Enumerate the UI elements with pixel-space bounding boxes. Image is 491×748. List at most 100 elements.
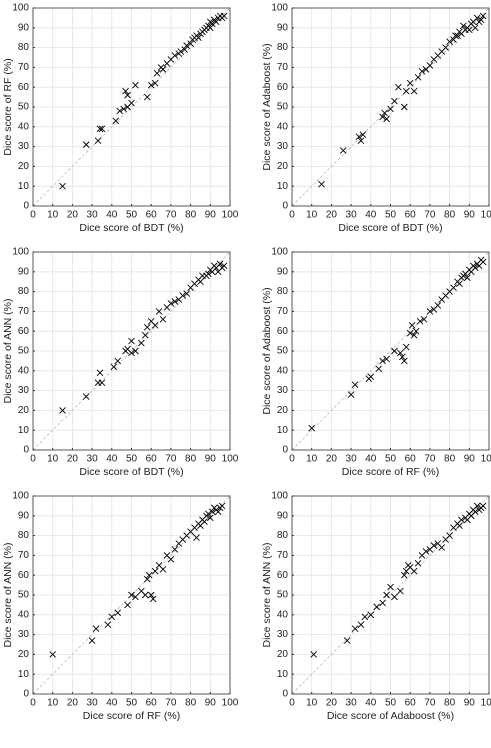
- marker: [416, 317, 424, 325]
- marker: [450, 284, 457, 291]
- marker: [373, 603, 381, 611]
- x-tick-label: 30: [346, 210, 358, 221]
- x-tick-label: 90: [464, 454, 476, 465]
- x-axis-label: Dice score of RF (%): [83, 710, 180, 722]
- x-tick-label: 30: [346, 454, 358, 465]
- marker: [179, 292, 187, 299]
- marker: [96, 125, 104, 133]
- marker: [143, 93, 151, 101]
- x-tick-label: 70: [424, 210, 436, 221]
- marker: [114, 357, 122, 365]
- marker: [402, 343, 410, 351]
- marker: [151, 79, 159, 87]
- marker: [387, 583, 394, 591]
- x-tick-label: 60: [405, 210, 417, 221]
- marker: [446, 532, 453, 539]
- x-tick-label: 40: [106, 698, 118, 709]
- y-tick-label: 20: [18, 405, 30, 416]
- y-tick-label: 70: [18, 550, 30, 561]
- marker: [96, 369, 104, 377]
- reference-line: [32, 7, 231, 207]
- y-tick-label: 80: [18, 286, 30, 297]
- y-tick-label: 90: [18, 266, 30, 277]
- y-tick-label: 40: [18, 609, 30, 620]
- marker: [143, 575, 151, 583]
- marker: [402, 87, 410, 95]
- y-tick-label: 40: [277, 121, 289, 132]
- y-axis-label: Dice score of RF (%): [2, 58, 14, 155]
- y-tick-label: 90: [18, 22, 30, 33]
- marker: [155, 308, 163, 315]
- y-tick-label: 40: [18, 121, 30, 132]
- marker: [397, 587, 404, 595]
- y-tick-label: 80: [18, 42, 30, 53]
- y-axis-label: Dice score of ANN (%): [261, 542, 273, 647]
- marker: [410, 331, 418, 339]
- x-tick-label: 20: [326, 454, 338, 465]
- y-tick-label: 30: [18, 141, 30, 152]
- marker: [414, 73, 422, 81]
- marker: [438, 544, 446, 551]
- x-tick-label: 40: [106, 454, 118, 465]
- marker: [347, 391, 355, 398]
- marker: [479, 12, 487, 20]
- y-tick-label: 30: [277, 385, 289, 396]
- marker: [379, 599, 386, 607]
- x-tick-label: 80: [185, 454, 197, 465]
- y-tick-label: 0: [23, 445, 29, 456]
- y-tick-label: 40: [18, 365, 30, 376]
- y-tick-label: 30: [18, 385, 30, 396]
- marker: [479, 258, 487, 266]
- marker: [151, 321, 159, 329]
- marker: [414, 560, 422, 567]
- marker: [410, 567, 418, 575]
- marker: [177, 48, 185, 55]
- y-tick-label: 90: [277, 266, 289, 277]
- y-tick-label: 70: [18, 62, 30, 73]
- plot-frame: [32, 7, 231, 207]
- marker: [471, 508, 479, 516]
- reference-line: [32, 495, 231, 695]
- marker: [171, 546, 179, 553]
- marker: [104, 621, 112, 629]
- plot-frame: [32, 495, 231, 695]
- marker: [471, 24, 479, 32]
- marker: [149, 595, 157, 603]
- marker: [473, 502, 481, 510]
- y-tick-label: 0: [282, 201, 288, 212]
- marker: [147, 81, 155, 89]
- y-tick-label: 0: [23, 689, 29, 700]
- y-tick-label: 70: [277, 550, 289, 561]
- marker: [94, 379, 102, 386]
- marker: [159, 66, 167, 73]
- x-tick-label: 20: [326, 698, 338, 709]
- marker: [132, 593, 139, 601]
- y-tick-label: 10: [277, 181, 289, 192]
- x-tick-label: 0: [30, 698, 36, 709]
- marker: [218, 502, 226, 510]
- x-axis-label: Dice score of RF (%): [342, 466, 439, 478]
- x-tick-label: 30: [87, 698, 99, 709]
- x-axis-label: Dice score of Adaboost (%): [327, 710, 454, 722]
- y-tick-label: 30: [18, 629, 30, 640]
- x-tick-label: 70: [165, 210, 177, 221]
- x-tick-label: 90: [464, 698, 476, 709]
- x-tick-label: 40: [106, 210, 118, 221]
- y-tick-label: 60: [277, 570, 289, 581]
- y-tick-label: 10: [277, 425, 289, 436]
- marker: [422, 548, 430, 555]
- y-tick-label: 20: [18, 161, 30, 172]
- marker: [167, 300, 175, 307]
- x-tick-label: 90: [464, 210, 476, 221]
- x-tick-label: 80: [185, 210, 197, 221]
- x-tick-label: 0: [289, 210, 295, 221]
- x-tick-label: 70: [165, 698, 177, 709]
- marker: [381, 109, 388, 117]
- plot-frame: [291, 251, 490, 451]
- marker: [128, 99, 135, 107]
- y-tick-label: 50: [277, 590, 289, 601]
- marker: [391, 593, 398, 601]
- marker: [383, 355, 390, 363]
- y-tick-label: 100: [271, 491, 288, 502]
- x-axis-label: Dice score of BDT (%): [79, 222, 183, 234]
